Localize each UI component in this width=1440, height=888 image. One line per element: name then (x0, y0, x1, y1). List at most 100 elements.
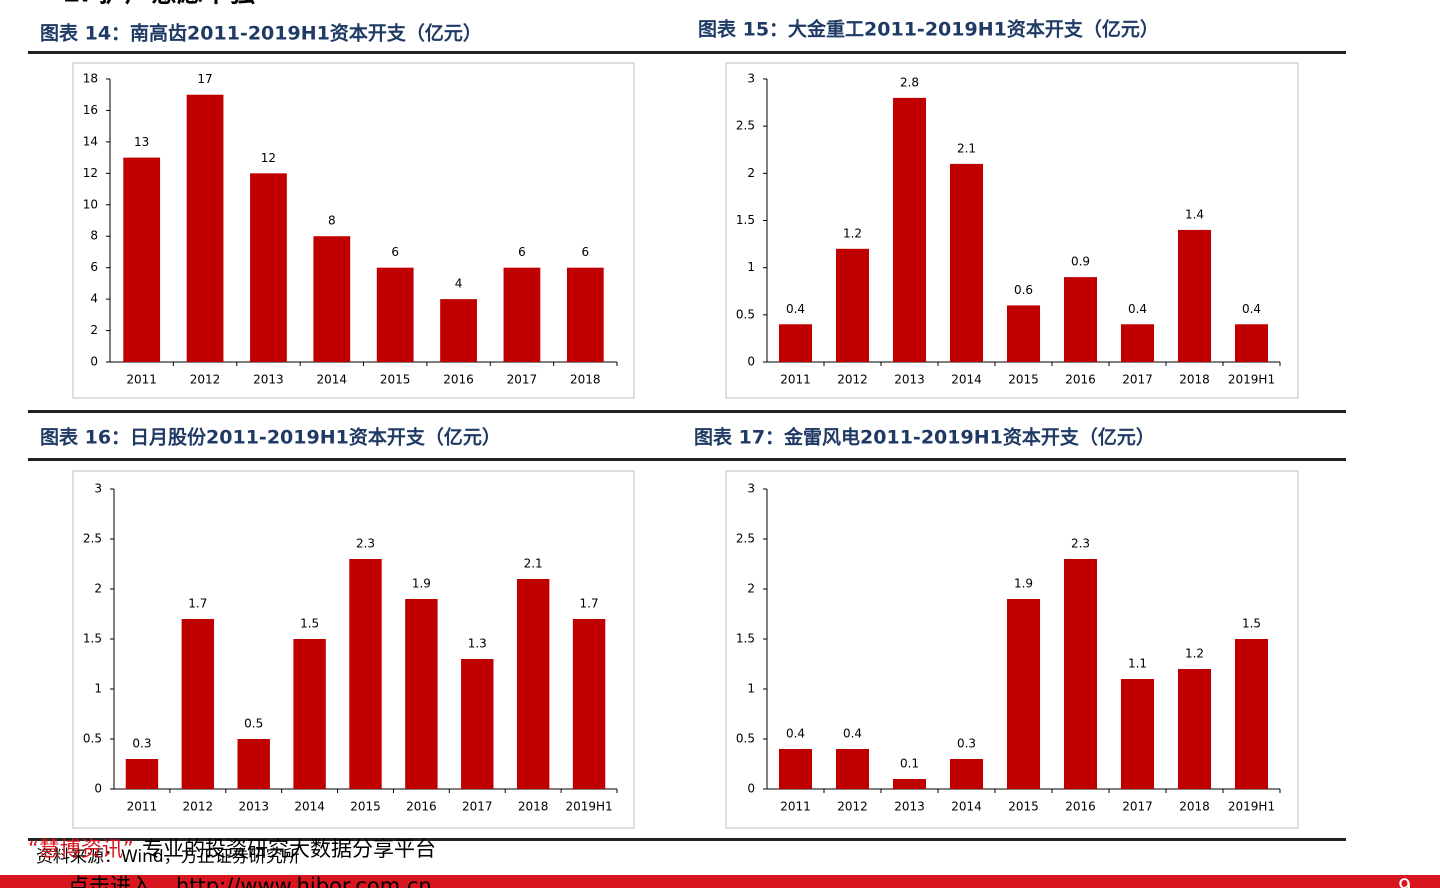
x-tick-label: 2015 (380, 373, 411, 387)
data-label: 6 (391, 245, 399, 259)
bar (566, 267, 604, 362)
x-tick-label: 2014 (951, 800, 982, 814)
watermark-link[interactable]: http://www.hibor.com.cn (176, 874, 432, 888)
bar (1006, 599, 1041, 789)
bar (778, 749, 813, 789)
data-label: 0.5 (244, 717, 263, 731)
data-label: 8 (328, 214, 336, 228)
y-tick-label: 0 (94, 782, 102, 796)
rule (28, 410, 1346, 413)
data-label: 1.3 (468, 637, 487, 651)
x-tick-label: 2013 (253, 373, 284, 387)
bar (293, 639, 326, 789)
data-label: 2.1 (957, 141, 976, 155)
x-tick-label: 2015 (350, 800, 381, 814)
x-tick-label: 2013 (238, 800, 269, 814)
data-label: 17 (197, 72, 212, 86)
bar (1006, 305, 1041, 362)
x-tick-label: 2016 (1065, 373, 1096, 387)
y-tick-label: 0.5 (736, 732, 755, 746)
data-label: 0.9 (1071, 255, 1090, 269)
footer-bar (0, 875, 1440, 888)
y-tick-label: 6 (90, 260, 98, 274)
x-tick-label: 2016 (1065, 800, 1096, 814)
page-number: 9 (1398, 875, 1411, 888)
x-tick-label: 2012 (837, 373, 868, 387)
data-label: 2.3 (356, 537, 375, 551)
x-tick-label: 2013 (894, 800, 925, 814)
section-heading: 1. 扩产意愿不强 (62, 0, 255, 9)
bar (503, 267, 541, 362)
bar (440, 299, 477, 362)
x-tick-label: 2018 (1179, 800, 1210, 814)
y-tick-label: 1.5 (736, 632, 755, 646)
y-tick-label: 0 (90, 355, 98, 369)
bar (835, 749, 870, 789)
bar (181, 619, 215, 789)
bar (1063, 277, 1098, 362)
plot-frame (725, 470, 1299, 829)
data-label: 1.7 (580, 597, 599, 611)
y-tick-label: 10 (83, 197, 98, 211)
bar (1063, 559, 1098, 789)
x-tick-label: 2013 (894, 373, 925, 387)
bar (123, 157, 161, 362)
data-label: 1.9 (412, 577, 431, 591)
plot-frame (72, 62, 635, 399)
watermark-brand: “慧博资讯” (28, 837, 134, 861)
data-label: 0.4 (1128, 302, 1147, 316)
bar (461, 659, 494, 789)
x-tick-label: 2011 (780, 800, 811, 814)
y-tick-label: 2.5 (736, 119, 755, 133)
data-label: 0.4 (786, 302, 805, 316)
x-tick-label: 2011 (126, 373, 157, 387)
data-label: 4 (455, 277, 463, 291)
data-label: 0.4 (786, 727, 805, 741)
x-tick-label: 2017 (1122, 800, 1153, 814)
plot-frame (72, 470, 635, 829)
x-tick-label: 2018 (570, 373, 601, 387)
x-tick-label: 2012 (190, 373, 221, 387)
y-tick-label: 12 (83, 166, 98, 180)
plot-frame (725, 62, 1299, 399)
x-tick-label: 2015 (1008, 373, 1039, 387)
y-tick-label: 1 (94, 682, 102, 696)
data-label: 1.9 (1014, 577, 1033, 591)
bar (1234, 324, 1269, 362)
y-tick-label: 2.5 (736, 532, 755, 546)
data-label: 0.4 (843, 727, 862, 741)
data-label: 6 (518, 245, 526, 259)
bar (949, 163, 984, 362)
data-label: 12 (261, 151, 276, 165)
y-tick-label: 3 (747, 482, 755, 496)
x-tick-label: 2017 (1122, 373, 1153, 387)
y-tick-label: 8 (90, 229, 98, 243)
bar (1120, 324, 1155, 362)
x-tick-label: 2017 (462, 800, 493, 814)
watermark-tagline: 专业的投资研究大数据分享平台 (142, 837, 436, 861)
y-tick-label: 18 (83, 72, 98, 86)
y-tick-label: 3 (747, 72, 755, 86)
rule (28, 51, 1346, 54)
bar (313, 236, 351, 362)
y-tick-label: 16 (83, 103, 98, 117)
x-tick-label: 2018 (1179, 373, 1210, 387)
data-label: 2.3 (1071, 537, 1090, 551)
y-tick-label: 2 (747, 166, 755, 180)
y-tick-label: 1 (747, 260, 755, 274)
bar (237, 739, 270, 789)
chart-title: 图表 16：日月股份2011-2019H1资本开支（亿元） (40, 426, 501, 449)
bar (1120, 679, 1155, 789)
data-label: 1.5 (300, 617, 319, 631)
data-label: 1.2 (1185, 647, 1204, 661)
rule (28, 838, 1346, 841)
y-tick-label: 0 (747, 355, 755, 369)
bar (949, 759, 984, 789)
bar (1177, 229, 1212, 362)
x-tick-label: 2016 (443, 373, 474, 387)
x-tick-label: 2012 (837, 800, 868, 814)
rule (28, 458, 1346, 461)
data-label: 1.4 (1185, 207, 1204, 221)
data-label: 2.8 (900, 75, 919, 89)
